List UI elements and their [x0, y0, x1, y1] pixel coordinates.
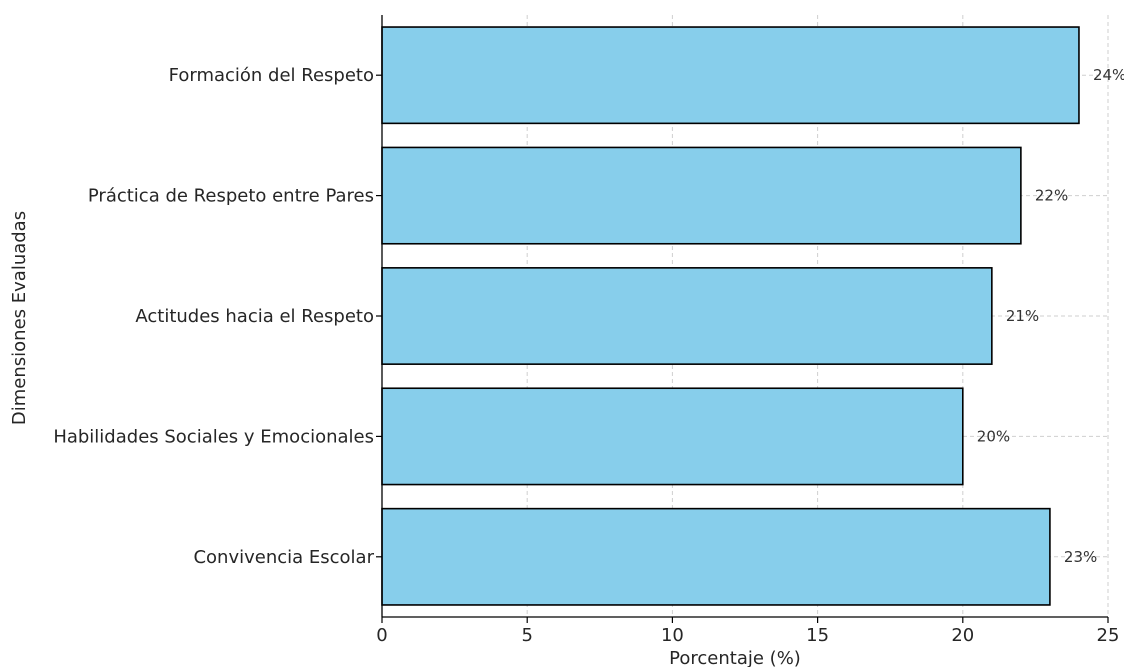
x-tick-label-0: 0: [376, 625, 387, 646]
y-tick-label-4: Convivencia Escolar: [193, 547, 374, 568]
bar-0: [381, 26, 1080, 125]
y-tick-label-3: Habilidades Sociales y Emocionales: [53, 426, 374, 447]
bars: [381, 26, 1080, 606]
data-label-1: 22%: [1035, 187, 1068, 205]
y-tick-label-2: Actitudes hacia el Respeto: [135, 306, 374, 327]
x-axis-title: Porcentaje (%): [669, 648, 801, 667]
x-tick-label-1: 5: [521, 625, 532, 646]
data-label-3: 20%: [977, 427, 1010, 445]
bar-4: [381, 507, 1051, 606]
x-tick-label-2: 10: [661, 625, 684, 646]
bar-2: [381, 267, 993, 365]
bar-3: [381, 387, 964, 486]
ticks: 0 5 10 15 20 25 Formación del Respeto Práctica …: [53, 65, 1119, 646]
y-tick-label-0: Formación del Respeto: [169, 65, 374, 86]
x-tick-label-5: 25: [1097, 625, 1120, 646]
x-tick-label-4: 20: [951, 625, 974, 646]
y-axis-title: Dimensiones Evaluadas: [9, 211, 30, 425]
data-label-4: 23%: [1064, 548, 1097, 566]
data-label-2: 21%: [1006, 307, 1039, 325]
data-label-0: 24%: [1093, 66, 1124, 84]
x-tick-label-3: 15: [806, 625, 829, 646]
bar-1: [381, 146, 1022, 245]
data-labels: 24% 22% 21% 20% 23%: [977, 66, 1124, 566]
y-tick-label-1: Práctica de Respeto entre Pares: [88, 186, 374, 207]
